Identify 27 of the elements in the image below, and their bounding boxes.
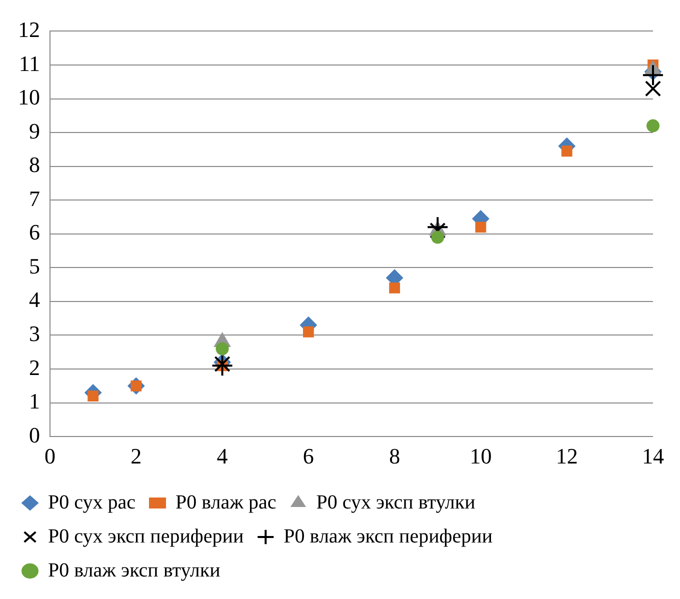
legend-label: P0 влаж эксп периферии	[284, 525, 493, 548]
legend-label: P0 влаж рас	[175, 491, 276, 514]
legend-label: P0 сух эксп периферии	[48, 525, 244, 548]
y-tick-label: 11	[18, 50, 40, 76]
legend-label: P0 влаж эксп втулки	[48, 559, 221, 582]
legend-label: P0 сух рас	[48, 491, 136, 514]
x-tick-label: 14	[642, 444, 664, 469]
x-tick-label: 0	[44, 444, 56, 469]
y-tick-label: 4	[29, 287, 40, 312]
y-tick-label: 1	[29, 388, 40, 414]
y-tick-label: 12	[18, 16, 40, 42]
x-tick-label: 10	[470, 444, 492, 469]
y-tick-label: 2	[29, 354, 40, 380]
y-tick-label: 5	[29, 253, 40, 278]
x-tick-label: 2	[130, 444, 142, 469]
y-tick-label: 9	[29, 118, 40, 144]
y-tick-label: 10	[18, 84, 40, 110]
legend-label: P0 сух эксп втулки	[316, 491, 476, 514]
x-tick-label: 12	[556, 444, 578, 469]
x-tick-label: 6	[302, 444, 314, 469]
y-tick-label: 7	[29, 186, 40, 211]
y-tick-label: 6	[29, 220, 40, 245]
y-tick-label: 0	[29, 422, 40, 448]
x-tick-label: 4	[216, 444, 228, 469]
x-tick-label: 8	[389, 444, 400, 469]
y-tick-label: 3	[29, 321, 40, 346]
y-tick-label: 8	[29, 152, 40, 178]
